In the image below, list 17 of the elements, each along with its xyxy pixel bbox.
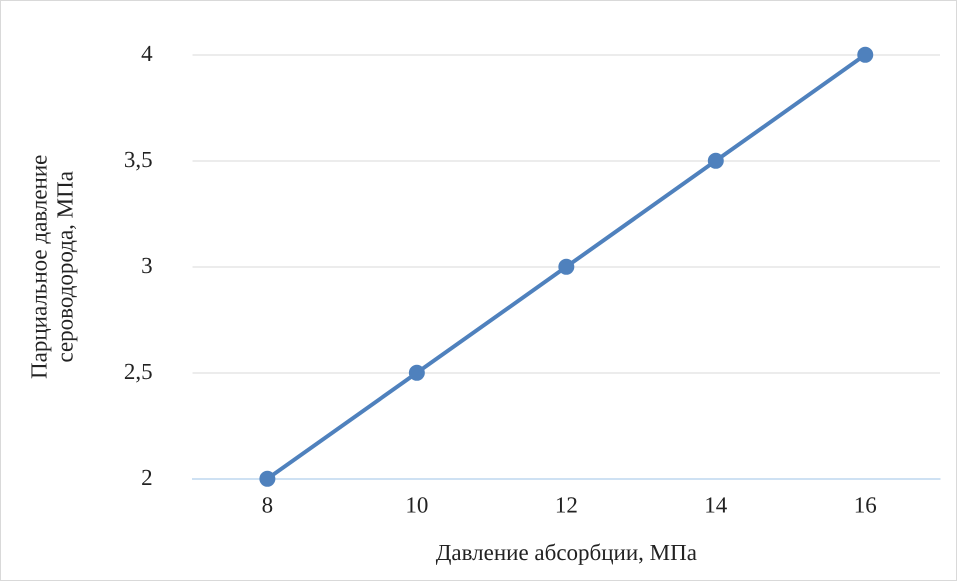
point: [259, 470, 276, 487]
x-tick-label: 8: [262, 492, 274, 518]
y-tick-label: 2,5: [124, 358, 153, 384]
x-tick-label: 12: [554, 492, 578, 518]
x-tick-label: 14: [704, 492, 728, 518]
y-tick-label: 4: [141, 40, 154, 66]
y-axis-title: Парциальное давление сероводорода, МПа: [26, 154, 78, 379]
y-tick-label: 3,5: [124, 146, 153, 172]
y-tick-label: 2: [141, 464, 153, 490]
point: [857, 46, 874, 63]
point: [708, 152, 724, 169]
y-tick-label: 3: [141, 252, 153, 278]
point: [558, 258, 574, 275]
x-tick-label: 10: [405, 492, 428, 518]
x-tick-label: 16: [854, 492, 877, 518]
x-axis-title: Давление абсорбции, МПа: [436, 540, 697, 566]
point: [408, 364, 425, 381]
